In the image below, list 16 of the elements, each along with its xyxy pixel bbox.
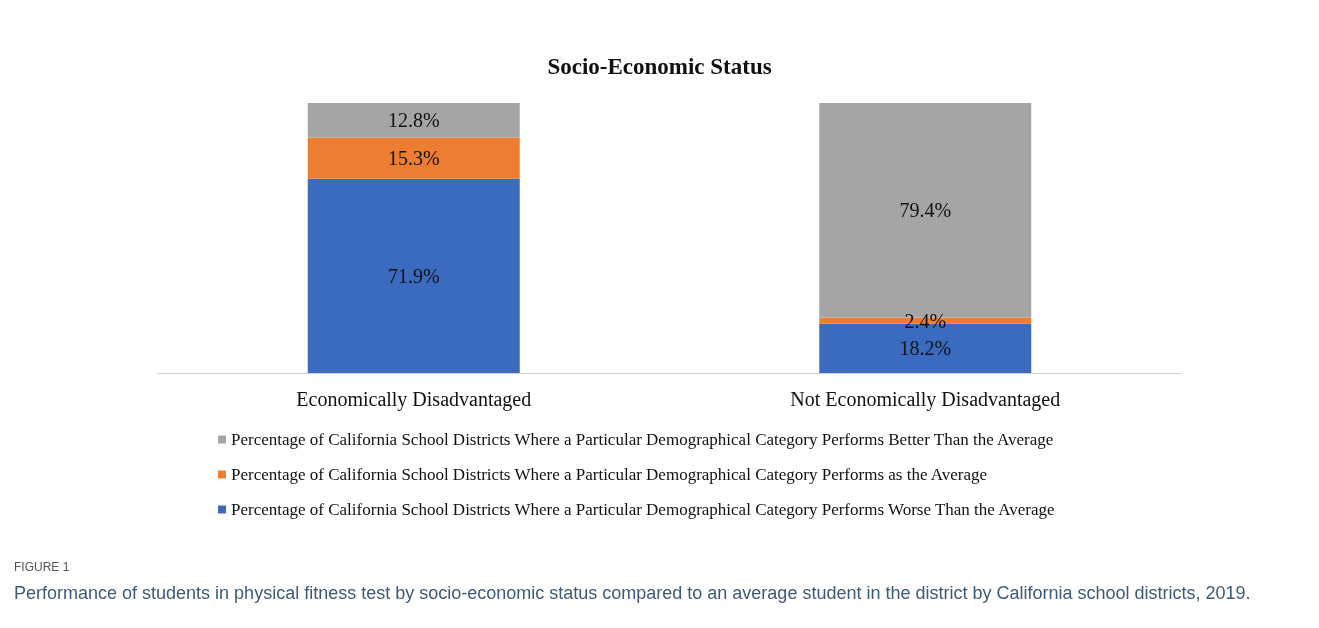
text: Performance of students in physical fitness test by socio-economic status compared to an average student in the district by California school districts, 2019.	[13, 582, 1252, 604]
data-label: 12.8%	[387, 109, 440, 132]
legend-label: Percentage of California School Districts Where a Particular Demographical Category Performs Worse Than the Average	[231, 500, 1055, 519]
legend-label: Percentage of California School Districts Where a Particular Demographical Category Performs as the Average	[231, 465, 988, 484]
data-label: 18.2%	[899, 337, 952, 360]
data-label: 79.4%	[899, 199, 952, 222]
bar	[307, 103, 520, 138]
bar	[307, 178, 520, 373]
x-tick-label: Economically Disadvantaged	[296, 388, 532, 411]
data-label: 71.9%	[387, 264, 440, 287]
caption: FIGURE 1	[13, 559, 71, 576]
data-label: 15.3%	[387, 147, 440, 170]
bar	[307, 137, 520, 179]
legend-label: Percentage of California School Districts Where a Particular Demographical Category Performs Better Than the Average	[231, 430, 1054, 449]
chart-title: Socio-Economic Status	[547, 54, 772, 79]
x-tick-label: Not Economically Disadvantaged	[790, 388, 1061, 411]
